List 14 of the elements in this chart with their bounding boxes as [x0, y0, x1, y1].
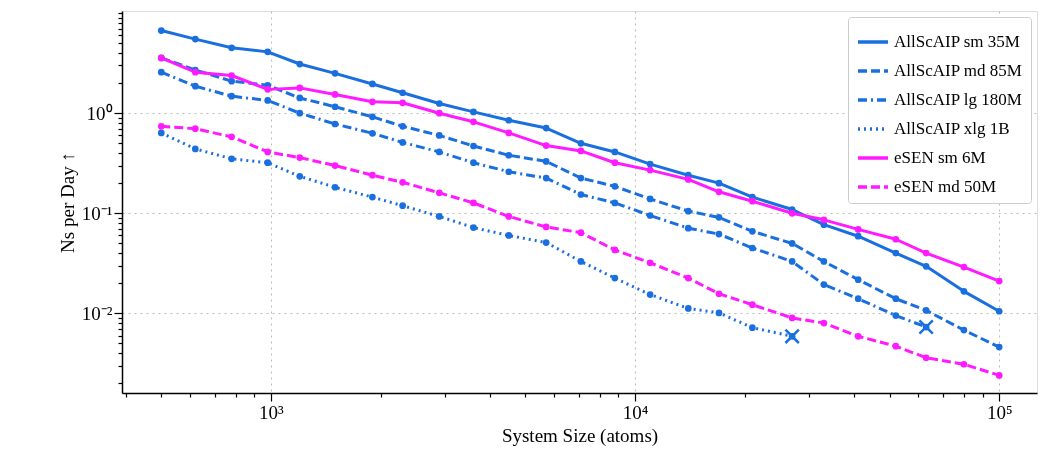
legend-label: eSEN md 50M: [894, 177, 996, 196]
legend-label: AllScAIP xlg 1B: [894, 119, 1010, 138]
y-axis-title: Ns per Day ↑: [56, 152, 78, 253]
x-tick-label: 10³: [259, 401, 285, 423]
x-tick-label: 10⁴: [622, 401, 649, 423]
legend-label: AllScAIP lg 180M: [894, 90, 1022, 109]
y-tick-label: 10⁻²: [81, 302, 113, 324]
legend-label: AllScAIP sm 35M: [894, 32, 1020, 51]
x-tick-label: 10⁵: [986, 401, 1013, 423]
legend-label: AllScAIP md 85M: [894, 61, 1022, 80]
x-axis-title: System Size (atoms): [501, 424, 659, 447]
y-tick-label: 10⁻¹: [81, 202, 113, 224]
legend-label: eSEN sm 6M: [894, 148, 986, 167]
y-tick-label: 10⁰: [86, 102, 113, 124]
